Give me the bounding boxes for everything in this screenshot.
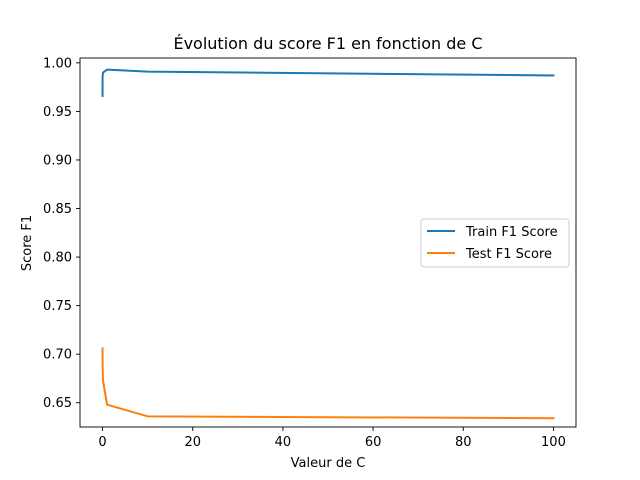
y-axis-title: Score F1 <box>20 215 35 271</box>
x-tick-label: 40 <box>275 435 292 450</box>
legend-box <box>420 218 570 268</box>
x-tick-label: 60 <box>365 435 382 450</box>
series-layer <box>101 68 555 420</box>
y-tick-label: 0.90 <box>43 153 72 168</box>
x-tick-label: 80 <box>455 435 472 450</box>
y-tick-label: 1.00 <box>43 56 72 71</box>
y-tick-label: 0.85 <box>43 202 72 217</box>
y-tick-label: 0.70 <box>43 348 72 363</box>
x-tick-label: 100 <box>541 435 566 450</box>
x-axis-title: Valeur de C <box>291 456 366 471</box>
x-axis-ticks: 0 20 40 60 80 100 <box>98 427 566 450</box>
chart-title: Évolution du score F1 en fonction de C <box>173 34 482 53</box>
y-axis-ticks: 0.65 0.70 0.75 0.80 0.85 0.90 0.95 1.00 <box>43 56 80 411</box>
legend-label-train: Train F1 Score <box>465 225 558 240</box>
legend: Train F1 Score Test F1 Score <box>420 218 570 268</box>
y-tick-label: 0.80 <box>43 251 72 266</box>
y-tick-label: 0.75 <box>43 299 72 314</box>
y-tick-label: 0.65 <box>43 396 72 411</box>
plot-frame <box>79 57 577 428</box>
legend-label-test: Test F1 Score <box>465 247 552 262</box>
series-line-test <box>101 347 555 420</box>
x-tick-label: 20 <box>184 435 201 450</box>
x-tick-label: 0 <box>98 435 106 450</box>
series-line-train <box>101 68 555 97</box>
y-tick-label: 0.95 <box>43 105 72 120</box>
